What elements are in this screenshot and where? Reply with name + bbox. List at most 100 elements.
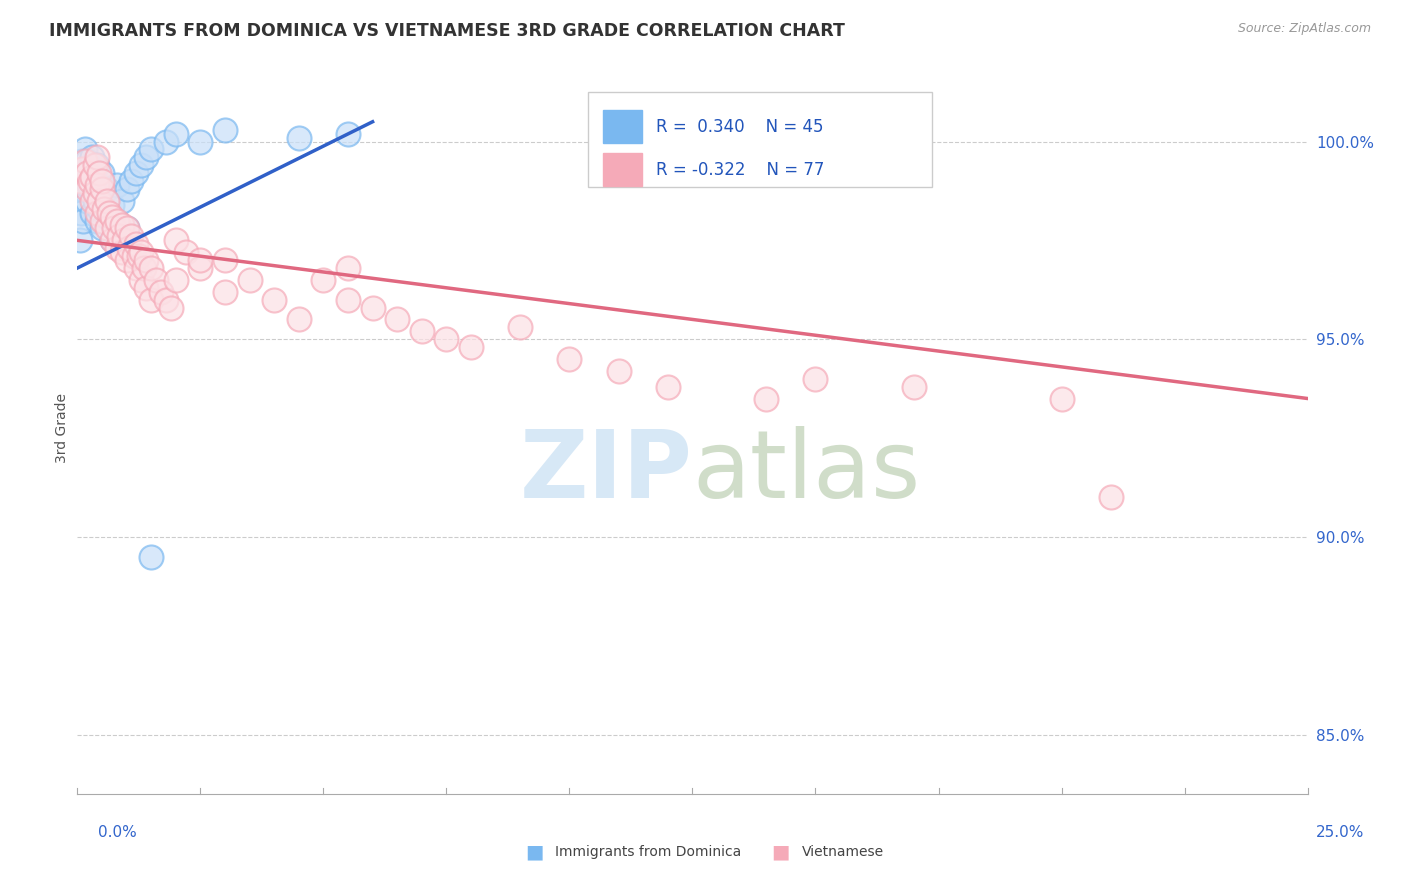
Point bbox=[96, 182, 118, 196]
Point bbox=[93, 202, 115, 216]
Point bbox=[312, 273, 335, 287]
Point bbox=[69, 174, 91, 188]
Point bbox=[69, 233, 91, 247]
Point bbox=[135, 253, 157, 268]
Text: R =  0.340    N = 45: R = 0.340 N = 45 bbox=[655, 118, 823, 136]
Point bbox=[804, 372, 827, 386]
Point bbox=[79, 182, 101, 196]
Point bbox=[129, 158, 153, 172]
Point bbox=[141, 549, 163, 564]
Point bbox=[90, 221, 114, 235]
Point bbox=[129, 273, 153, 287]
Point bbox=[165, 273, 187, 287]
Point bbox=[112, 233, 135, 247]
Point bbox=[122, 249, 145, 263]
Point bbox=[165, 233, 187, 247]
Point bbox=[86, 205, 108, 219]
Point bbox=[558, 351, 581, 366]
Point bbox=[82, 150, 104, 164]
Point bbox=[111, 218, 132, 232]
Point bbox=[125, 166, 148, 180]
Point bbox=[101, 198, 124, 212]
Point bbox=[288, 312, 311, 326]
Bar bbox=[603, 111, 643, 144]
Point bbox=[70, 154, 93, 169]
Point bbox=[86, 150, 108, 164]
Point bbox=[288, 130, 311, 145]
Point bbox=[115, 221, 138, 235]
Point bbox=[337, 127, 360, 141]
Point bbox=[155, 293, 177, 307]
Point bbox=[188, 253, 212, 268]
Point bbox=[70, 182, 93, 196]
Point bbox=[105, 213, 128, 227]
Point bbox=[105, 213, 128, 227]
Point bbox=[263, 293, 285, 307]
Point bbox=[70, 162, 93, 177]
Point bbox=[145, 273, 167, 287]
Point bbox=[82, 205, 104, 219]
Y-axis label: 3rd Grade: 3rd Grade bbox=[55, 393, 69, 463]
Point bbox=[155, 135, 177, 149]
Point bbox=[76, 154, 98, 169]
Point bbox=[115, 221, 138, 235]
Point bbox=[1050, 392, 1073, 406]
Point bbox=[903, 379, 925, 393]
Point bbox=[132, 260, 155, 275]
Point bbox=[337, 260, 360, 275]
Point bbox=[96, 210, 118, 224]
Point bbox=[111, 245, 132, 260]
Point bbox=[214, 285, 236, 299]
Point bbox=[79, 162, 101, 177]
Text: ZIP: ZIP bbox=[520, 426, 693, 518]
Point bbox=[111, 194, 132, 208]
Point bbox=[135, 281, 157, 295]
Point bbox=[141, 143, 163, 157]
Point bbox=[90, 182, 114, 196]
Point bbox=[607, 364, 630, 378]
Text: ■: ■ bbox=[770, 842, 790, 862]
Point bbox=[76, 174, 98, 188]
Text: ■: ■ bbox=[524, 842, 544, 862]
Point bbox=[361, 301, 384, 315]
Point bbox=[214, 253, 236, 268]
Point bbox=[89, 194, 111, 208]
Point bbox=[86, 178, 108, 192]
Point bbox=[118, 241, 141, 255]
Point bbox=[108, 229, 131, 244]
Point bbox=[141, 260, 163, 275]
Point bbox=[239, 273, 262, 287]
Point bbox=[509, 320, 531, 334]
Point bbox=[188, 260, 212, 275]
Text: 0.0%: 0.0% bbox=[98, 825, 138, 840]
Point bbox=[83, 194, 105, 208]
Point bbox=[79, 174, 101, 188]
Point bbox=[73, 143, 96, 157]
Point bbox=[125, 237, 148, 252]
Point bbox=[385, 312, 409, 326]
Point bbox=[82, 178, 104, 192]
Point bbox=[436, 332, 458, 346]
Point bbox=[82, 170, 104, 185]
Point bbox=[165, 127, 187, 141]
Point bbox=[90, 213, 114, 227]
Point bbox=[105, 178, 128, 192]
FancyBboxPatch shape bbox=[588, 92, 932, 186]
Point bbox=[115, 253, 138, 268]
Point bbox=[105, 241, 128, 255]
Text: Vietnamese: Vietnamese bbox=[801, 845, 883, 859]
Point bbox=[121, 229, 143, 244]
Point bbox=[160, 301, 183, 315]
Point bbox=[121, 174, 143, 188]
Point bbox=[70, 205, 93, 219]
Point bbox=[82, 194, 104, 208]
Point bbox=[90, 166, 114, 180]
Point bbox=[90, 174, 114, 188]
Point bbox=[96, 221, 118, 235]
Point bbox=[115, 182, 138, 196]
Point bbox=[89, 166, 111, 180]
Point bbox=[89, 202, 111, 216]
Text: Source: ZipAtlas.com: Source: ZipAtlas.com bbox=[1237, 22, 1371, 36]
Point bbox=[76, 194, 98, 208]
Point bbox=[72, 213, 94, 227]
